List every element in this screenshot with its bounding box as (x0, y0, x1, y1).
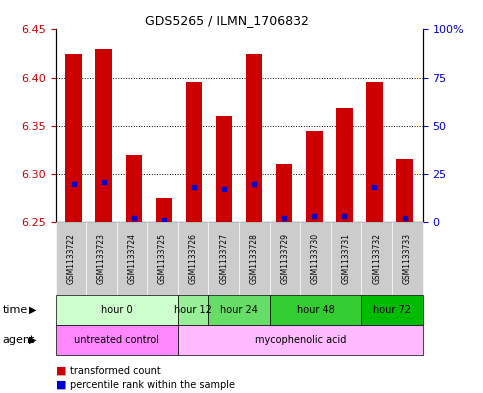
Text: GSM1133728: GSM1133728 (250, 233, 259, 284)
Text: ■: ■ (56, 380, 66, 390)
Bar (396, 160, 413, 222)
Text: GSM1133729: GSM1133729 (281, 233, 289, 284)
Bar (65, 53, 82, 222)
Text: GSM1133732: GSM1133732 (372, 233, 381, 284)
Text: hour 72: hour 72 (373, 305, 411, 315)
Text: ■: ■ (56, 366, 66, 376)
Text: GSM1133722: GSM1133722 (66, 233, 75, 284)
Text: transformed count: transformed count (70, 366, 161, 376)
Text: ▶: ▶ (29, 335, 37, 345)
Text: mycophenolic acid: mycophenolic acid (255, 335, 346, 345)
Text: hour 0: hour 0 (101, 305, 132, 315)
Text: GSM1133730: GSM1133730 (311, 233, 320, 284)
Text: time: time (2, 305, 28, 315)
Bar (306, 130, 323, 222)
Text: ▶: ▶ (29, 305, 37, 315)
Text: percentile rank within the sample: percentile rank within the sample (70, 380, 235, 390)
Bar (96, 49, 112, 222)
Text: hour 24: hour 24 (220, 305, 258, 315)
Text: hour 12: hour 12 (174, 305, 212, 315)
Bar (216, 116, 232, 222)
Text: GDS5265 / ILMN_1706832: GDS5265 / ILMN_1706832 (145, 14, 309, 27)
Text: agent: agent (2, 335, 35, 345)
Text: GSM1133726: GSM1133726 (189, 233, 198, 284)
Text: GSM1133733: GSM1133733 (403, 233, 412, 284)
Text: GSM1133731: GSM1133731 (341, 233, 351, 284)
Text: GSM1133725: GSM1133725 (158, 233, 167, 284)
Bar (276, 164, 293, 222)
Text: GSM1133723: GSM1133723 (97, 233, 106, 284)
Text: GSM1133727: GSM1133727 (219, 233, 228, 284)
Text: hour 48: hour 48 (297, 305, 334, 315)
Bar (336, 108, 353, 222)
Bar (185, 83, 202, 222)
Bar (246, 53, 262, 222)
Bar (126, 154, 142, 222)
Text: untreated control: untreated control (74, 335, 159, 345)
Bar (366, 83, 383, 222)
Bar (156, 198, 172, 222)
Text: GSM1133724: GSM1133724 (128, 233, 137, 284)
